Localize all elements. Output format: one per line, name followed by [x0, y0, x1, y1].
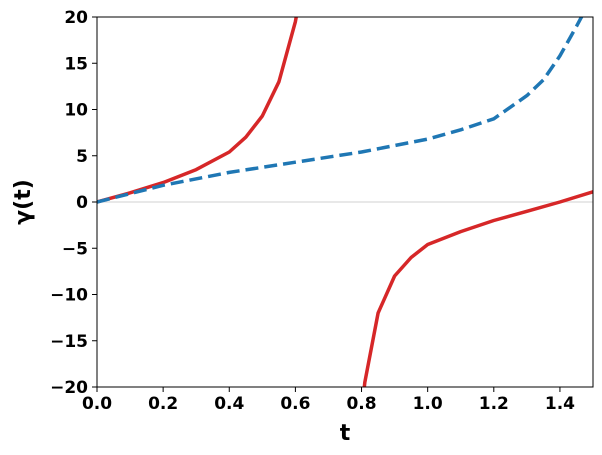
plot-area — [97, 17, 593, 387]
x-axis-title: t — [340, 421, 351, 446]
series-line-2 — [97, 17, 584, 204]
y-tick-label: 15 — [64, 54, 88, 74]
axes: 0.0 0.2 0.4 0.6 0.8 1.0 1.2 1.4 −20 −15 −10 −5 0 5 10 1… — [50, 8, 594, 414]
x-tick-label: 0.0 — [82, 394, 112, 414]
x-tick-label: 0.8 — [346, 394, 376, 414]
y-tick-label: 0 — [76, 193, 88, 213]
y-tick-label: −10 — [50, 286, 88, 306]
x-tick-label: 1.4 — [545, 394, 575, 414]
series-line-1 — [97, 17, 593, 387]
x-tick-label: 0.6 — [280, 394, 310, 414]
y-tick-label: 10 — [64, 101, 88, 121]
y-tick-label: 20 — [64, 8, 88, 28]
y-tick-label: 5 — [76, 147, 88, 167]
y-tick-label: −20 — [50, 378, 88, 398]
x-tick-label: 1.0 — [413, 394, 443, 414]
x-tick-label: 0.4 — [214, 394, 244, 414]
y-tick-label: −15 — [50, 332, 88, 352]
x-tick-label: 1.2 — [479, 394, 509, 414]
y-tick-label: −5 — [62, 239, 88, 259]
y-axis-title: γ(t) — [11, 179, 36, 225]
x-tick-label: 0.2 — [148, 394, 178, 414]
